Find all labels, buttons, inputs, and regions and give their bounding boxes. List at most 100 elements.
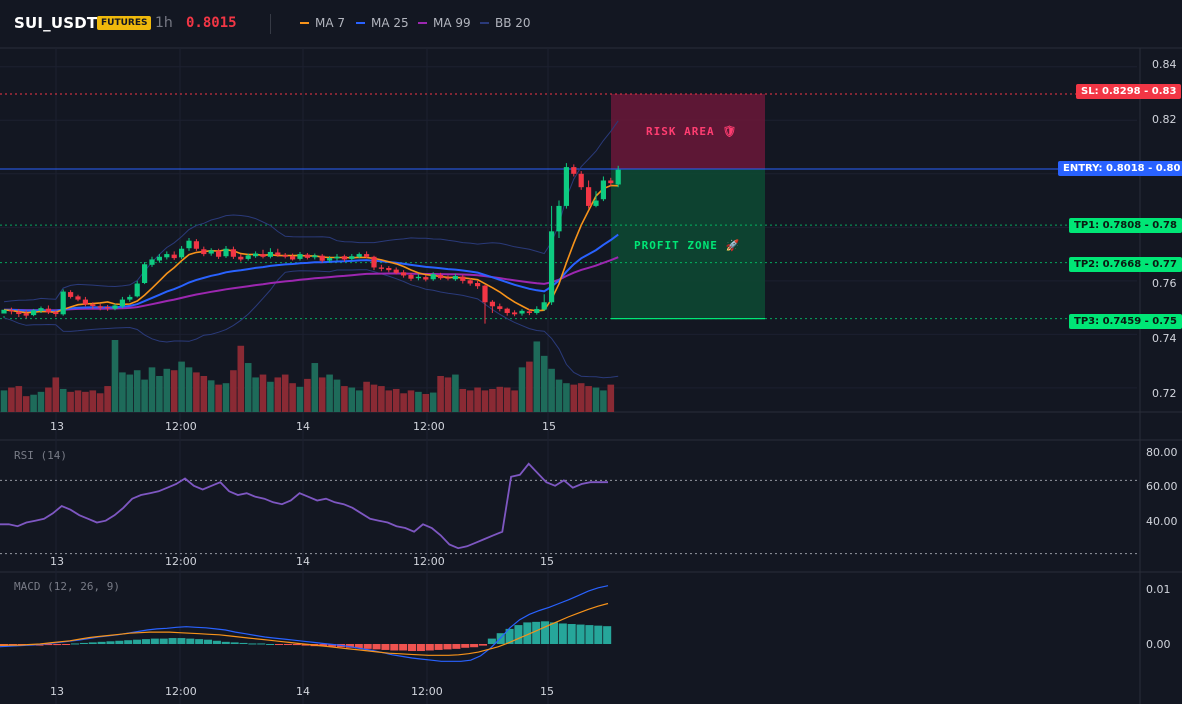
rsi-line [0,462,608,550]
price-tick: 0.72 [1152,387,1177,400]
legend-ma7[interactable]: MA 7 [300,16,345,30]
volume-bar [496,386,504,412]
header-divider [270,14,271,34]
volume-bar [0,390,8,412]
candle-body [593,200,599,206]
candle-body [31,310,37,316]
macd-histogram-bar [399,644,408,651]
volume-bar [481,390,489,412]
macd-histogram-bar [204,639,213,644]
candle-body [149,259,155,265]
time-tick: 12:00 [413,420,445,433]
candle-body [312,255,318,258]
chart-header: SUI_USDT FUTURES 1h 0.8015 MA 7 MA 25 MA… [0,0,1182,48]
macd-histogram-bar [567,624,576,644]
macd-histogram-bar [239,642,248,644]
macd-histogram-bar [301,644,310,646]
macd-histogram-bar [443,644,452,650]
macd-histogram-bar [195,639,204,644]
time-tick: 13 [50,420,64,433]
volume-bar [74,390,82,412]
candle-body [53,311,59,315]
volume-bar [274,377,282,412]
volume-bar [466,390,474,412]
stop-loss-tag: SL: 0.8298 - 0.83 [1076,84,1182,99]
volume-bar [200,376,208,412]
candle-body [245,255,251,259]
macd-histogram-bar [283,644,292,645]
candle-body [556,205,562,232]
candle-body [112,305,118,309]
volume-bar [126,374,134,412]
volume-bar [156,376,163,412]
macd-histogram-bar [523,622,532,644]
time-tick: 15 [540,685,554,698]
legend-bb20[interactable]: BB 20 [480,16,531,30]
macd-histogram-bar [79,642,88,644]
candle-body [275,252,281,256]
candle-body [415,276,421,279]
macd-histogram-bar [266,644,275,645]
macd-histogram-bar [97,641,106,644]
candle-body [386,268,392,271]
macd-histogram-bar [363,644,372,649]
macd-histogram-bar [345,644,354,648]
macd-histogram-bar [372,644,381,650]
legend-ma25[interactable]: MA 25 [356,16,409,30]
candle-body [364,254,370,257]
volume-bar [348,387,356,412]
volume-bar [533,341,541,412]
volume-bar [304,378,311,412]
volume-bar [133,370,141,412]
candle-body [75,296,81,300]
macd-histogram-bar [230,642,239,644]
macd-histogram-bar [452,644,461,649]
candle-body [223,248,229,257]
candle-body [238,256,244,260]
volume-bar [267,381,274,412]
legend-ma99[interactable]: MA 99 [418,16,471,30]
macd-histogram-bar [257,643,266,645]
candle-body [142,264,148,283]
volume-bar [30,394,37,412]
macd-tick: 0.00 [1146,638,1171,651]
macd-histogram-bar [514,625,523,644]
candle-body [356,254,362,257]
macd-histogram-bar [505,628,514,644]
candle-body [519,310,525,314]
candle-body [526,311,532,313]
macd-histogram-bar [328,644,337,647]
macd-histogram-bar [177,638,186,644]
candle-body [201,249,207,255]
macd-histogram-bar [70,643,80,645]
candle-body [82,299,88,305]
symbol-name[interactable]: SUI_USDT [14,14,98,32]
risk-area-label: RISK AREA 🛡 [646,125,738,138]
macd-histogram-bar [53,644,62,646]
macd-histogram-bar [168,638,177,644]
time-tick: 14 [296,685,310,698]
macd-histogram-bar [141,639,150,644]
candle-body [267,251,273,257]
macd-histogram-bar [408,644,417,652]
volume-bar [585,386,592,412]
volume-bar [555,379,563,412]
candle-body [23,313,29,316]
candle-body [1,309,7,314]
volume-bar [326,374,333,412]
volume-bar [148,367,156,412]
macd-histogram-bar [416,644,425,652]
volume-bar [104,386,111,412]
candle-body [68,292,74,297]
volume-bar [141,379,148,412]
candle-body [304,254,310,258]
candle-body [378,267,384,269]
candle-body [408,274,414,279]
timeframe-label[interactable]: 1h [155,15,173,31]
tp2-tag: TP2: 0.7668 - 0.77 [1069,257,1182,272]
candle-body [216,250,222,257]
volume-bar [318,377,326,412]
macd-tick: 0.01 [1146,583,1171,596]
volume-bar [82,391,89,412]
